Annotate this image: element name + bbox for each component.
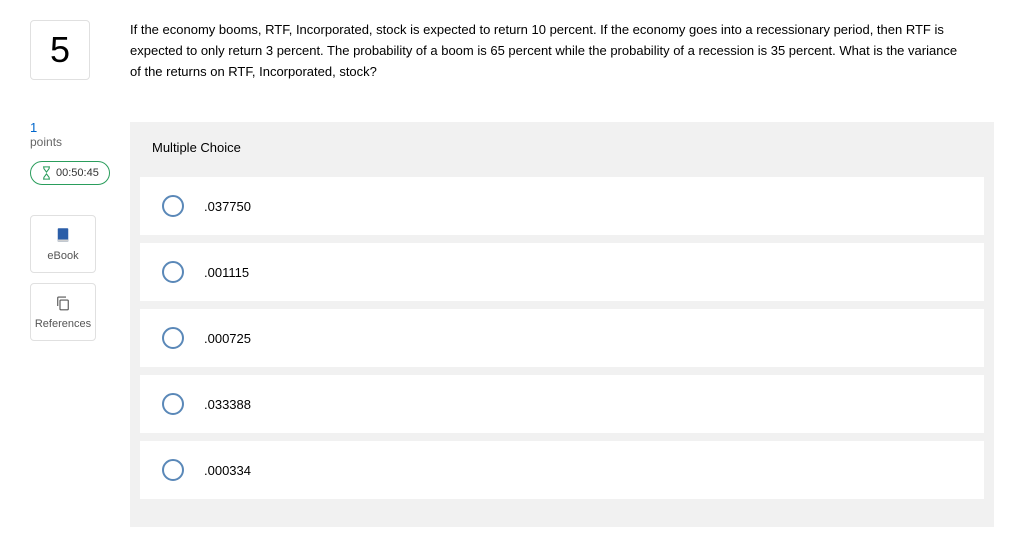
references-label: References bbox=[35, 318, 91, 330]
references-button[interactable]: References bbox=[30, 283, 96, 341]
answer-text: .037750 bbox=[204, 199, 251, 214]
answer-option[interactable]: .033388 bbox=[140, 375, 984, 433]
question-number: 5 bbox=[50, 29, 70, 71]
answer-option[interactable]: .000725 bbox=[140, 309, 984, 367]
answer-option[interactable]: .037750 bbox=[140, 177, 984, 235]
points-value: 1 bbox=[30, 120, 110, 135]
points-block: 1 points bbox=[30, 120, 110, 149]
book-icon bbox=[54, 226, 72, 244]
radio-icon bbox=[162, 393, 184, 415]
ebook-label: eBook bbox=[47, 250, 78, 262]
timer-value: 00:50:45 bbox=[56, 167, 99, 179]
mc-header: Multiple Choice bbox=[130, 122, 994, 169]
answer-text: .000334 bbox=[204, 463, 251, 478]
radio-icon bbox=[162, 459, 184, 481]
question-text: If the economy booms, RTF, Incorporated,… bbox=[130, 20, 970, 82]
answer-option[interactable]: .001115 bbox=[140, 243, 984, 301]
radio-icon bbox=[162, 195, 184, 217]
ebook-button[interactable]: eBook bbox=[30, 215, 96, 273]
timer-pill: 00:50:45 bbox=[30, 161, 110, 185]
points-label: points bbox=[30, 135, 110, 149]
copy-icon bbox=[54, 294, 72, 312]
question-number-box: 5 bbox=[30, 20, 90, 80]
radio-icon bbox=[162, 261, 184, 283]
multiple-choice-panel: Multiple Choice .037750 .001115 .000725 … bbox=[130, 122, 994, 527]
answer-option[interactable]: .000334 bbox=[140, 441, 984, 499]
answer-text: .001115 bbox=[204, 265, 249, 280]
answer-text: .000725 bbox=[204, 331, 251, 346]
hourglass-icon bbox=[41, 166, 52, 180]
answer-text: .033388 bbox=[204, 397, 251, 412]
radio-icon bbox=[162, 327, 184, 349]
